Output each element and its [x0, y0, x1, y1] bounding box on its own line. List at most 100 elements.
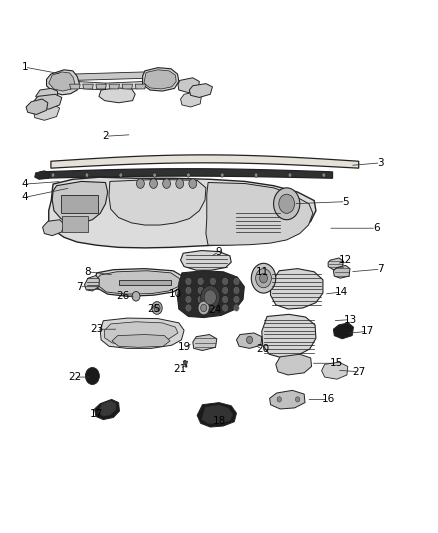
Text: 23: 23: [90, 324, 103, 334]
Text: 12: 12: [339, 255, 352, 265]
Circle shape: [223, 305, 228, 311]
Polygon shape: [46, 70, 79, 95]
Circle shape: [277, 397, 282, 402]
Polygon shape: [237, 333, 262, 349]
Circle shape: [150, 179, 157, 188]
Polygon shape: [333, 265, 350, 278]
Text: 13: 13: [343, 314, 357, 325]
Text: 17: 17: [361, 326, 374, 336]
Text: 20: 20: [256, 344, 269, 354]
Polygon shape: [112, 335, 170, 348]
Polygon shape: [270, 390, 305, 409]
Polygon shape: [33, 104, 60, 120]
Circle shape: [186, 287, 191, 294]
Circle shape: [234, 278, 239, 285]
Text: 21: 21: [173, 364, 186, 374]
Circle shape: [187, 173, 190, 177]
Polygon shape: [40, 168, 332, 178]
Polygon shape: [178, 78, 199, 93]
Polygon shape: [53, 82, 106, 90]
Polygon shape: [189, 84, 212, 98]
Circle shape: [176, 179, 184, 188]
Polygon shape: [276, 354, 311, 375]
Text: 7: 7: [76, 282, 83, 292]
Circle shape: [223, 296, 228, 303]
Polygon shape: [96, 84, 106, 89]
Circle shape: [210, 296, 215, 303]
Polygon shape: [97, 271, 180, 294]
Text: 2: 2: [102, 131, 109, 141]
Polygon shape: [122, 84, 133, 89]
Text: 7: 7: [377, 264, 384, 274]
Circle shape: [295, 397, 300, 402]
Text: 18: 18: [212, 416, 226, 426]
Polygon shape: [328, 258, 343, 270]
Text: 24: 24: [208, 305, 221, 315]
Circle shape: [189, 179, 197, 188]
Circle shape: [234, 296, 239, 303]
Circle shape: [51, 173, 55, 177]
Circle shape: [210, 278, 215, 285]
Polygon shape: [51, 155, 359, 168]
Polygon shape: [35, 88, 57, 102]
Text: 6: 6: [373, 223, 379, 233]
Circle shape: [162, 179, 170, 188]
Polygon shape: [49, 177, 316, 248]
Polygon shape: [105, 322, 178, 344]
Text: 3: 3: [377, 158, 384, 168]
Bar: [61, 195, 98, 213]
Text: 25: 25: [147, 304, 160, 314]
Polygon shape: [177, 271, 244, 318]
Circle shape: [186, 296, 191, 303]
Circle shape: [85, 173, 88, 177]
Circle shape: [220, 173, 224, 177]
Circle shape: [198, 278, 203, 285]
Polygon shape: [321, 362, 348, 379]
Circle shape: [198, 287, 203, 294]
Polygon shape: [180, 251, 231, 270]
Polygon shape: [42, 220, 64, 236]
Text: 26: 26: [117, 290, 130, 301]
Polygon shape: [271, 269, 323, 309]
Text: 22: 22: [68, 372, 81, 382]
Text: 11: 11: [256, 267, 269, 277]
Circle shape: [288, 173, 292, 177]
Text: 8: 8: [85, 267, 92, 277]
Circle shape: [153, 173, 156, 177]
Circle shape: [198, 301, 209, 315]
Circle shape: [274, 188, 300, 220]
Circle shape: [85, 368, 99, 384]
Circle shape: [223, 278, 228, 285]
Text: 4: 4: [21, 179, 28, 189]
Circle shape: [260, 273, 268, 283]
Polygon shape: [73, 72, 145, 80]
Polygon shape: [98, 400, 117, 416]
Polygon shape: [201, 405, 233, 424]
Text: 1: 1: [21, 62, 28, 72]
Polygon shape: [109, 84, 120, 89]
Text: 27: 27: [352, 367, 365, 377]
Polygon shape: [70, 84, 80, 89]
Text: 16: 16: [321, 394, 335, 405]
Circle shape: [137, 179, 145, 188]
Polygon shape: [52, 181, 108, 223]
Polygon shape: [95, 399, 120, 419]
Bar: [119, 280, 171, 285]
Circle shape: [210, 305, 215, 311]
Polygon shape: [180, 92, 201, 107]
Polygon shape: [144, 70, 176, 89]
Circle shape: [256, 269, 272, 288]
Circle shape: [322, 173, 325, 177]
Text: 17: 17: [90, 409, 103, 419]
Text: 10: 10: [169, 289, 182, 299]
Polygon shape: [197, 402, 237, 427]
Text: 9: 9: [215, 247, 223, 256]
Bar: [62, 216, 88, 232]
Circle shape: [234, 287, 239, 294]
Circle shape: [279, 194, 294, 213]
Polygon shape: [83, 84, 93, 89]
Polygon shape: [106, 82, 145, 90]
Circle shape: [234, 305, 239, 311]
Polygon shape: [262, 314, 316, 358]
Circle shape: [186, 278, 191, 285]
